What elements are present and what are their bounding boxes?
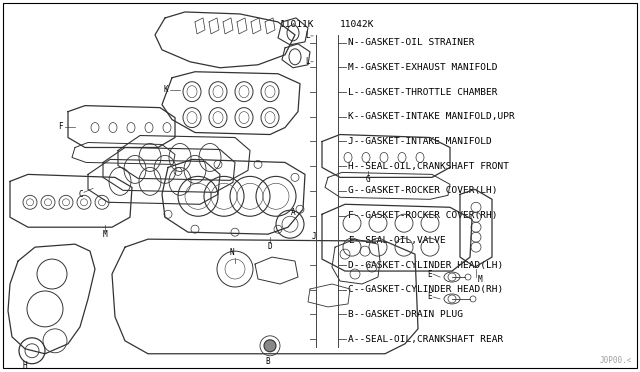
Text: B--GASKET-DRAIN PLUG: B--GASKET-DRAIN PLUG: [348, 310, 463, 319]
Text: D--GASKET-CYLINDER HEAD(LH): D--GASKET-CYLINDER HEAD(LH): [348, 260, 504, 270]
Text: J--GASKET-INTAKE MANIFOLD: J--GASKET-INTAKE MANIFOLD: [348, 137, 492, 146]
Text: F: F: [58, 122, 63, 131]
Text: 11042K: 11042K: [340, 20, 374, 29]
Text: N: N: [230, 248, 234, 257]
Text: G: G: [365, 175, 371, 184]
Text: L: L: [306, 57, 310, 66]
Text: E: E: [428, 292, 432, 301]
Text: E: E: [428, 270, 432, 279]
Text: A: A: [291, 208, 295, 217]
Text: M--GASKET-EXHAUST MANIFOLD: M--GASKET-EXHAUST MANIFOLD: [348, 63, 498, 72]
Text: J: J: [312, 232, 316, 241]
Text: B: B: [266, 357, 270, 366]
Text: A--SEAL-OIL,CRANKSHAFT REAR: A--SEAL-OIL,CRANKSHAFT REAR: [348, 335, 504, 344]
Text: M: M: [102, 230, 108, 239]
Text: N--GASKET-OIL STRAINER: N--GASKET-OIL STRAINER: [348, 38, 475, 47]
Text: C: C: [78, 190, 83, 199]
Text: H--SEAL-OIL,CRANKSHAFT FRONT: H--SEAL-OIL,CRANKSHAFT FRONT: [348, 162, 509, 171]
Text: F--GASKET-ROCKER COVER(RH): F--GASKET-ROCKER COVER(RH): [348, 211, 498, 220]
Text: C--GASKET-CYLINDER HEAD(RH): C--GASKET-CYLINDER HEAD(RH): [348, 285, 504, 294]
Text: E--SEAL-OIL,VALVE: E--SEAL-OIL,VALVE: [348, 236, 446, 245]
Circle shape: [264, 340, 276, 352]
Text: G--GASKET-ROCKER COVER(LH): G--GASKET-ROCKER COVER(LH): [348, 186, 498, 195]
Text: D: D: [268, 242, 272, 251]
Text: M: M: [477, 275, 483, 283]
Text: K--GASKET-INTAKE MANIFOLD,UPR: K--GASKET-INTAKE MANIFOLD,UPR: [348, 112, 515, 121]
Text: L: L: [306, 31, 310, 41]
Text: L--GASKET-THROTTLE CHAMBER: L--GASKET-THROTTLE CHAMBER: [348, 87, 498, 97]
Text: K: K: [163, 85, 168, 94]
Text: J0P00.<: J0P00.<: [600, 356, 632, 365]
Text: H: H: [22, 361, 28, 370]
Text: 11011K: 11011K: [280, 20, 314, 29]
